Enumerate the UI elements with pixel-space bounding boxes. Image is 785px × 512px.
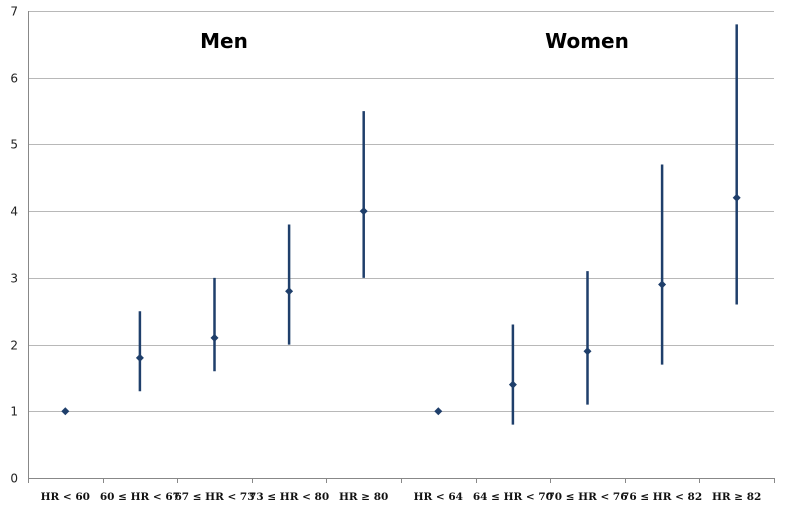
gridlines [28, 11, 774, 412]
data-point [135, 353, 144, 362]
data-point [285, 287, 294, 296]
x-tick-label: HR ≥ 80 [339, 491, 388, 503]
y-tick-label: 6 [10, 72, 18, 86]
data-point [210, 333, 219, 342]
x-tick-label: 73 ≤ HR < 80 [249, 491, 329, 503]
y-tick-label: 3 [10, 272, 18, 286]
data-point [732, 193, 741, 202]
y-tick-label: 1 [10, 405, 18, 419]
x-tick-label: 76 ≤ HR < 82 [622, 491, 702, 503]
y-tick-label: 0 [10, 472, 18, 486]
y-tick-label: 4 [10, 205, 18, 219]
data-point [359, 207, 368, 216]
y-tick-labels: 0 1 2 3 4 5 6 7 [10, 5, 18, 486]
y-tick-label: 7 [10, 5, 18, 19]
x-tick-label: 67 ≤ HR < 73 [174, 491, 254, 503]
data-point [434, 407, 443, 416]
axes [28, 11, 775, 483]
data-point [658, 280, 667, 289]
group-label-women: Women [545, 29, 629, 53]
error-bars [138, 24, 738, 425]
x-tick-label: 70 ≤ HR < 76 [547, 491, 627, 503]
data-point [61, 407, 70, 416]
x-tick-label: HR < 64 [414, 491, 463, 503]
x-tick-label: HR < 60 [41, 491, 90, 503]
data-points [61, 193, 741, 416]
x-tick-label: HR ≥ 82 [712, 491, 761, 503]
data-point [583, 347, 592, 356]
x-tick-label: 60 ≤ HR < 67 [100, 491, 180, 503]
group-label-men: Men [200, 29, 248, 53]
data-point [508, 380, 517, 389]
y-tick-label: 2 [10, 339, 18, 353]
y-tick-label: 5 [10, 138, 18, 152]
x-tick-label: 64 ≤ HR < 70 [473, 491, 553, 503]
